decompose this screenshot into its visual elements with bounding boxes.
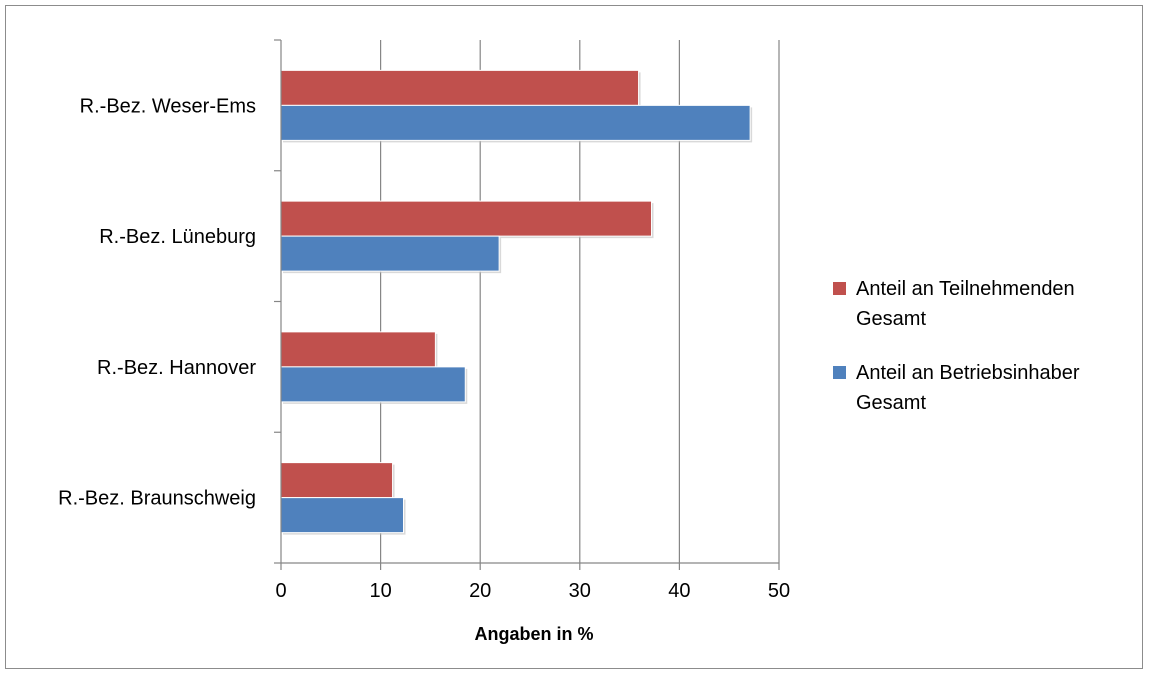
category-label: R.-Bez. Lüneburg: [99, 226, 256, 248]
x-tick-label: 30: [569, 580, 591, 602]
bars: [280, 69, 753, 535]
legend-label: Anteil an Teilnehmenden: [856, 278, 1075, 300]
legend-swatch: [833, 282, 846, 295]
bar: [280, 235, 500, 272]
x-tick-label: 0: [275, 580, 286, 602]
x-tick-label: 20: [469, 580, 491, 602]
axes: [274, 39, 780, 570]
x-axis-title: Angaben in %: [474, 624, 593, 644]
category-label: R.-Bez. Weser-Ems: [80, 95, 256, 117]
x-tick-label: 40: [668, 580, 690, 602]
x-tick-label: 50: [768, 580, 790, 602]
bar: [280, 462, 394, 499]
bar: [280, 104, 751, 141]
legend-swatch: [833, 366, 846, 379]
legend-label: Gesamt: [856, 308, 926, 330]
bar: [280, 69, 640, 106]
bar: [280, 200, 653, 237]
bar: [280, 331, 436, 368]
legend: Anteil an Teilnehmenden Gesamt Anteil an B…: [833, 278, 1080, 414]
legend-label: Anteil an Betriebsinhaber: [856, 362, 1080, 384]
x-tick-labels: 0 10 20 30 40 50: [275, 580, 790, 602]
category-label: R.-Bez. Hannover: [97, 357, 256, 379]
x-tick-label: 10: [369, 580, 391, 602]
bar: [280, 497, 405, 534]
category-labels: R.-Bez. Braunschweig R.-Bez. Hannover R.-B…: [58, 95, 256, 509]
category-label: R.-Bez. Braunschweig: [58, 488, 256, 510]
legend-label: Gesamt: [856, 392, 926, 414]
bar: [280, 366, 466, 403]
